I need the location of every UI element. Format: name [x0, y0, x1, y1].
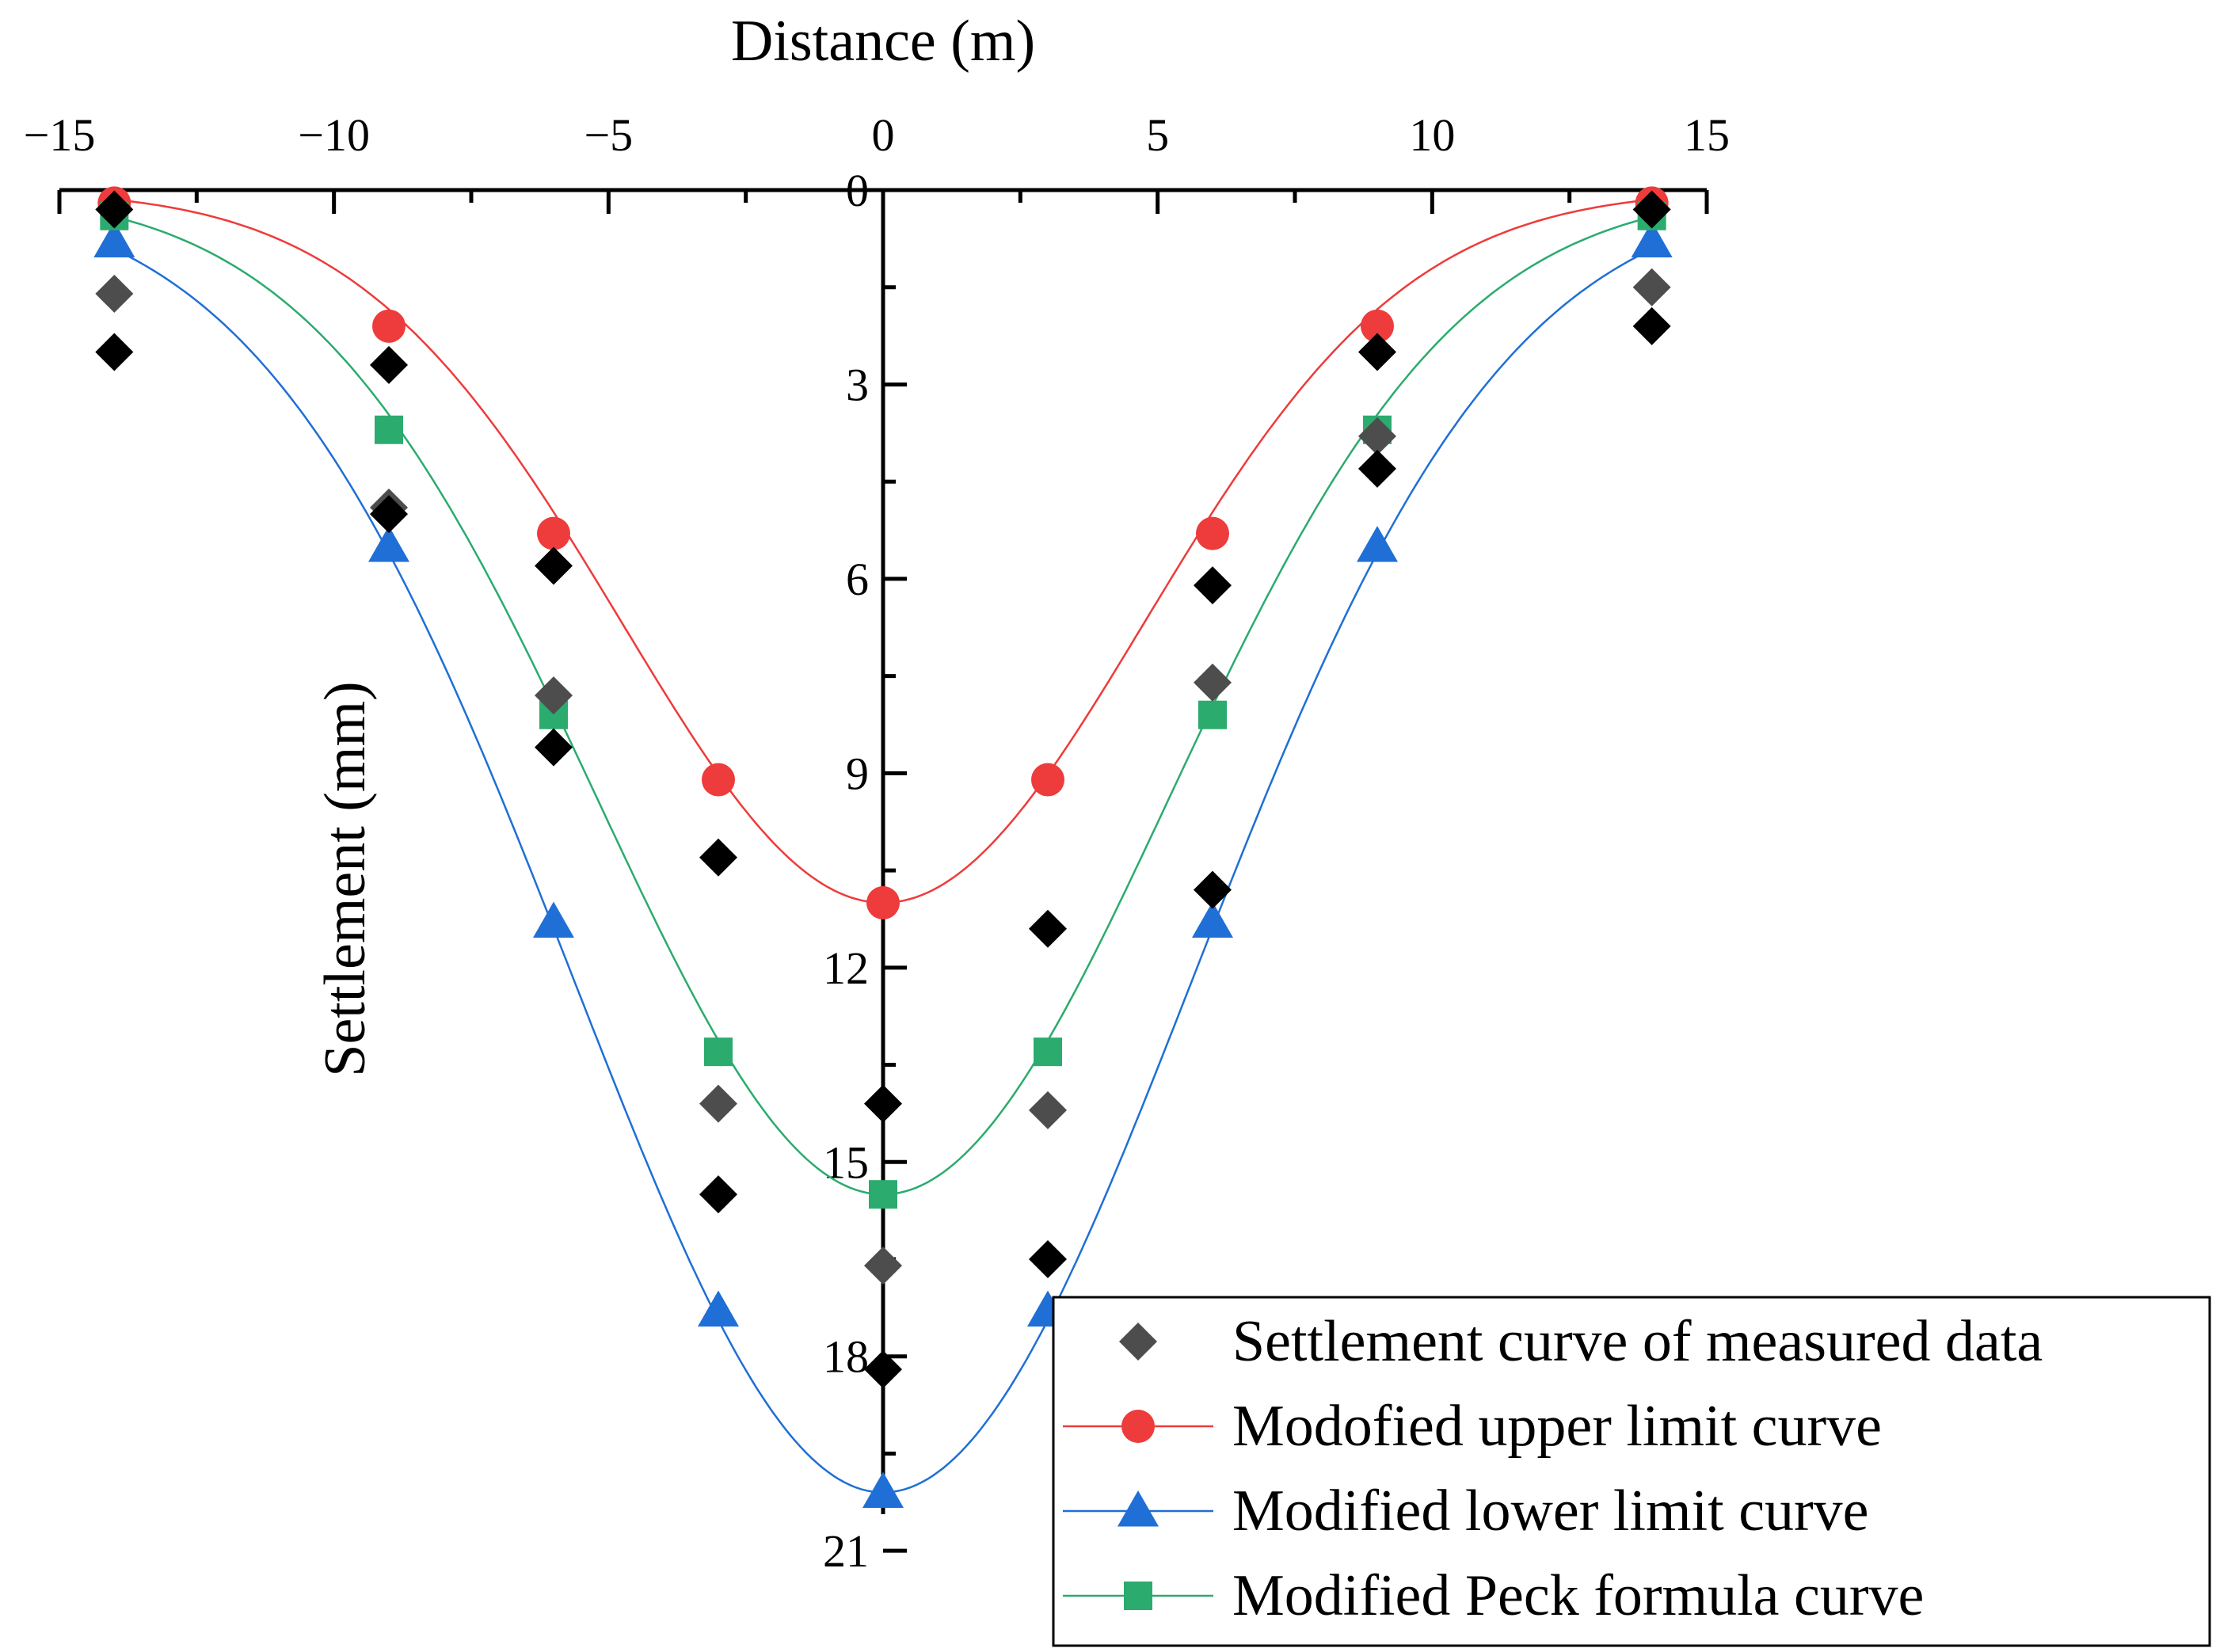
point-triangle — [862, 1471, 904, 1509]
x-tick-label: 5 — [1146, 109, 1169, 161]
y-ticks: 0 3 6 9 12 15 18 21 — [823, 165, 907, 1577]
x-ticks: −15 −10 −5 0 5 10 15 — [24, 109, 1730, 214]
point-diamond-dark — [1358, 333, 1396, 371]
point-square — [1034, 1037, 1062, 1067]
legend-marker-triangle — [1118, 1490, 1159, 1527]
y-tick-label: 12 — [823, 942, 869, 994]
point-diamond — [1632, 268, 1671, 306]
point-diamond — [1029, 1091, 1067, 1129]
point-circle — [1361, 309, 1394, 343]
legend: Settlement curve of measured data Modofie… — [1052, 1296, 2211, 1647]
legend-box — [1052, 1296, 2211, 1647]
y-tick-label: 3 — [846, 359, 869, 410]
point-circle — [866, 886, 900, 919]
legend-items: Settlement curve of measured data Modofie… — [1063, 1309, 2043, 1628]
point-diamond — [1358, 417, 1396, 455]
y-tick-label: 9 — [846, 748, 869, 799]
point-triangle — [93, 221, 135, 257]
point-diamond-dark — [95, 333, 134, 371]
point-triangle — [698, 1290, 739, 1327]
point-diamond-dark — [1632, 306, 1671, 345]
legend-label: Settlement curve of measured data — [1232, 1309, 2043, 1374]
point-diamond-dark — [370, 345, 408, 384]
point-triangle — [533, 901, 574, 938]
point-diamond-dark — [95, 190, 134, 229]
x-axis-title: Distance (m) — [731, 9, 1035, 74]
point-diamond-dark — [1029, 1240, 1067, 1278]
x-tick-label: −15 — [24, 109, 96, 161]
y-tick-label: 15 — [823, 1136, 869, 1188]
legend-marker-diamond — [1119, 1323, 1157, 1361]
point-diamond — [1194, 663, 1232, 702]
x-tick-label: 15 — [1684, 109, 1730, 161]
point-diamond-dark — [864, 1084, 902, 1123]
point-diamond-dark — [1632, 190, 1671, 229]
point-diamond — [535, 676, 573, 715]
data-markers — [93, 186, 1673, 1509]
x-tick-label: −5 — [584, 109, 633, 161]
point-diamond-dark — [864, 1350, 902, 1389]
y-axis-title: Settlement (mm) — [313, 681, 378, 1076]
legend-label: Modified lower limit curve — [1232, 1479, 1869, 1544]
point-diamond-dark — [1194, 566, 1232, 605]
legend-marker-square — [1124, 1582, 1152, 1610]
point-diamond-dark — [535, 728, 573, 767]
x-tick-label: 0 — [872, 109, 895, 161]
point-triangle — [368, 526, 409, 562]
axes: −15 −10 −5 0 5 10 15 0 3 6 9 12 15 18 21 — [24, 109, 1730, 1577]
point-diamond-dark — [1358, 449, 1396, 488]
x-tick-label: −10 — [298, 109, 370, 161]
x-tick-label: 10 — [1409, 109, 1455, 161]
point-diamond-dark — [699, 1175, 737, 1214]
point-diamond-dark — [1029, 909, 1067, 948]
point-diamond-dark — [535, 546, 573, 585]
point-diamond-dark — [370, 495, 408, 534]
point-square — [375, 415, 403, 444]
point-square — [704, 1037, 733, 1067]
y-tick-label: 0 — [846, 165, 869, 216]
point-square — [869, 1180, 897, 1209]
point-square — [1198, 700, 1227, 729]
point-triangle — [1357, 526, 1398, 562]
y-tick-label: 21 — [823, 1525, 869, 1577]
point-circle — [1196, 516, 1229, 550]
legend-marker-circle — [1121, 1410, 1155, 1443]
point-diamond — [864, 1247, 902, 1285]
legend-label: Modofied upper limit curve — [1232, 1394, 1882, 1459]
point-diamond — [95, 274, 134, 313]
point-diamond-dark — [1194, 870, 1232, 909]
point-circle — [702, 763, 735, 797]
point-diamond — [699, 1084, 737, 1123]
point-triangle — [1192, 901, 1233, 938]
y-tick-label: 6 — [846, 554, 869, 605]
point-triangle — [1631, 221, 1673, 257]
y-tick-label: 18 — [823, 1331, 869, 1383]
legend-label: Modified Peck formula curve — [1232, 1563, 1924, 1628]
point-circle — [1031, 763, 1064, 797]
point-circle — [372, 309, 406, 343]
point-diamond-dark — [699, 838, 737, 877]
point-circle — [537, 516, 570, 550]
